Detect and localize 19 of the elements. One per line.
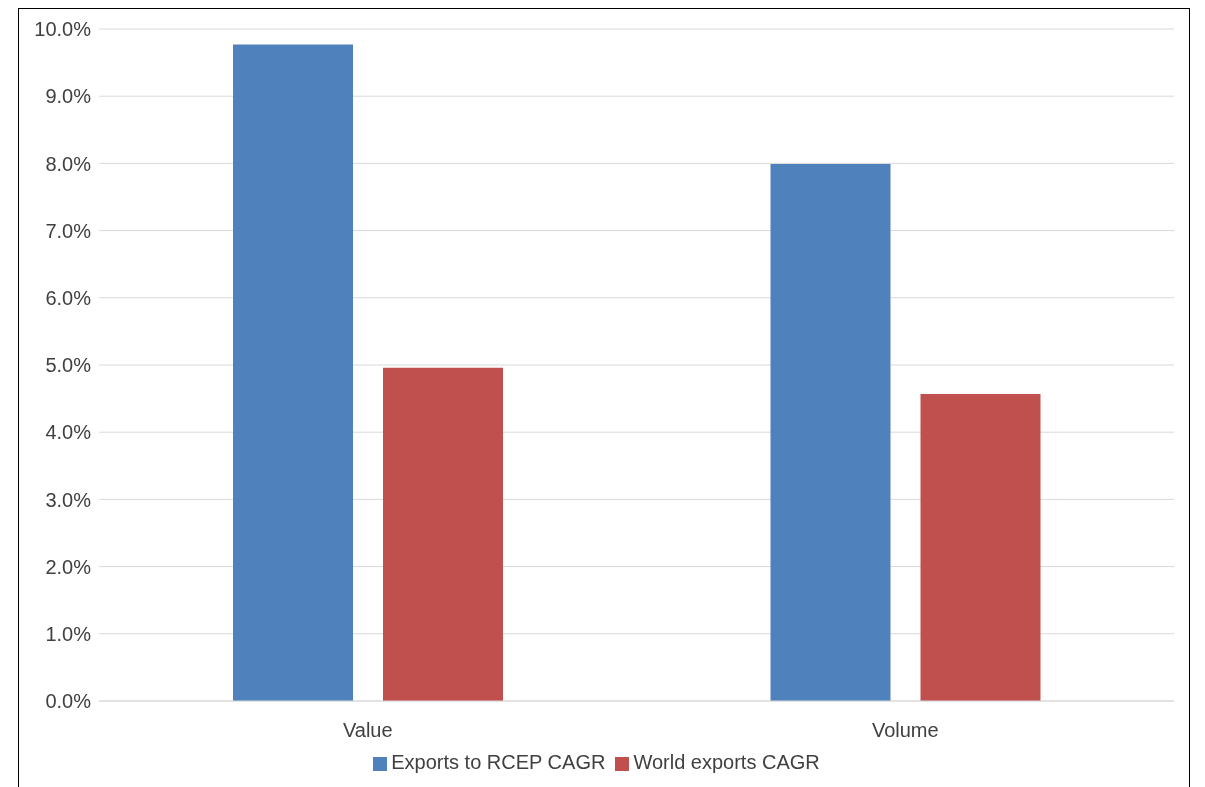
bar — [920, 393, 1041, 701]
y-tick-label: 7.0% — [45, 219, 92, 242]
bar — [383, 367, 503, 701]
y-tick-label: 8.0% — [45, 152, 92, 175]
y-tick-label: 5.0% — [45, 354, 92, 377]
y-tick-label: 9.0% — [45, 85, 92, 108]
y-tick-label: 1.0% — [45, 622, 92, 645]
y-tick-label: 0.0% — [45, 690, 92, 713]
y-tick-label: 6.0% — [45, 286, 92, 309]
y-tick-label: 10.0% — [34, 18, 92, 41]
y-tick-label: 3.0% — [45, 488, 92, 511]
x-tick-label: Value — [342, 719, 393, 742]
y-tick-label: 4.0% — [45, 421, 92, 444]
legend-label: World exports CAGR — [633, 751, 820, 773]
legend-label: Exports to RCEP CAGR — [391, 751, 606, 773]
bar — [233, 44, 353, 701]
y-tick-label: 2.0% — [45, 555, 92, 578]
bar — [770, 164, 891, 701]
x-tick-label: Volume — [871, 719, 939, 742]
